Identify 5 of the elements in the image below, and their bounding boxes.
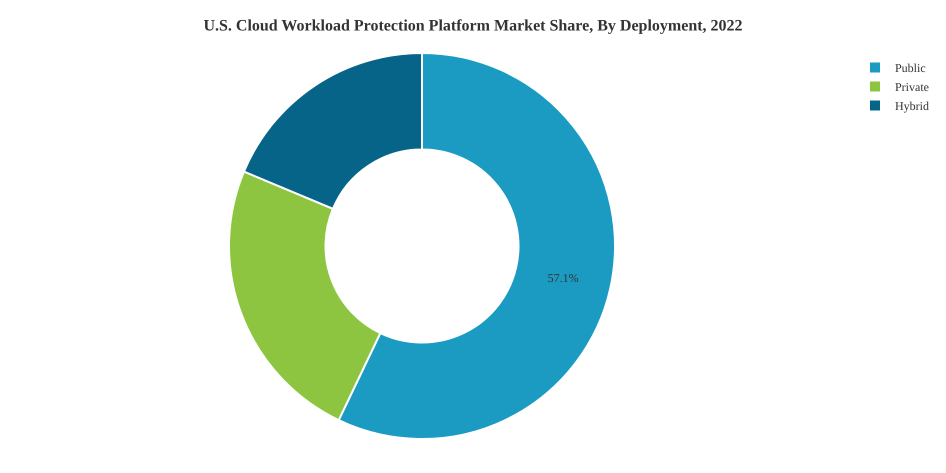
- chart-title: U.S. Cloud Workload Protection Platform Market Share, By Deployment, 2022: [203, 18, 743, 35]
- legend-label: Private: [895, 80, 929, 94]
- legend-label: Public: [895, 61, 926, 76]
- data-label: 57.1%: [548, 271, 579, 286]
- legend-label: Hybrid: [895, 99, 929, 114]
